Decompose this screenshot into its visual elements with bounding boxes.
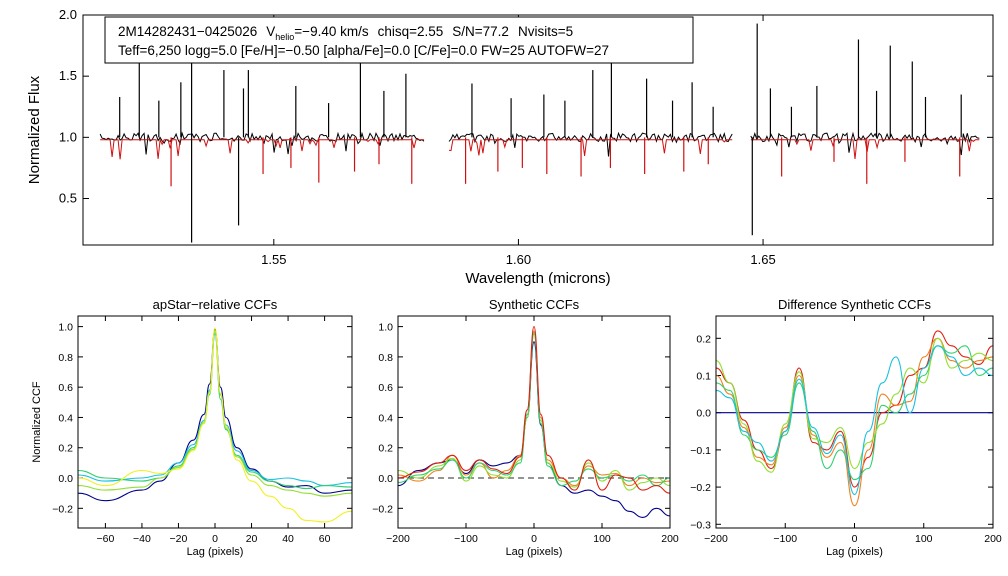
y-tick-label: 0.0 [378, 473, 393, 485]
x-tick-label: 1.60 [506, 252, 531, 267]
observed-spectrum-chip [448, 131, 733, 157]
ccf-curve-visit-1 [397, 341, 671, 518]
y-tick-label: 0.1 [696, 371, 711, 383]
annotation-line-2: Teff=6,250 logg=5.0 [Fe/H]=−0.50 [alpha/… [118, 43, 609, 58]
y-tick-label: −0.2 [372, 503, 393, 515]
snr-value: S/N=77.2 [452, 24, 509, 39]
x-tick-label: 100 [593, 533, 611, 545]
y-tick-label: 0.8 [58, 352, 73, 364]
ccf-curve-visit-5 [397, 326, 671, 494]
y-tick-label: 0.2 [378, 443, 393, 455]
plot-frame [397, 315, 671, 529]
x-tick-label: 100 [915, 533, 933, 545]
star-id: 2M14282431−0425026 [118, 24, 257, 39]
y-tick-label: 0.6 [58, 382, 73, 394]
spectrum-plot: 1.55 1.60 1.65 0.5 1.0 1.5 2.0 Wavelength (micr… [26, 7, 994, 287]
y-tick-label: 0.0 [58, 473, 73, 485]
plot-frame [77, 315, 353, 529]
y-tick-label: −0.2 [52, 503, 73, 515]
velocity-prefix: V [266, 24, 275, 39]
x-tick-label: 60 [319, 533, 331, 545]
y-tick-label: 0.2 [58, 443, 73, 455]
model-spectrum-chip [100, 137, 424, 160]
ccf-curve-visit-4 [715, 337, 994, 473]
x-tick-label: 0 [212, 533, 218, 545]
x-tick-label: 200 [661, 533, 679, 545]
x-tick-label: −200 [704, 533, 728, 545]
x-tick-label: −100 [454, 533, 478, 545]
x-tick-label: −60 [96, 533, 114, 545]
x-tick-label: −40 [133, 533, 151, 545]
x-axis-label: Lag (pixels) [187, 546, 244, 558]
y-tick-label: 0.6 [378, 382, 393, 394]
ccf-curve-visit-4 [77, 330, 353, 497]
plot-title: apStar−relative CCFs [153, 297, 278, 312]
x-tick-label: 200 [984, 533, 1002, 545]
ccf-curve-visit-3 [715, 345, 994, 481]
y-tick-label: 0.0 [696, 408, 711, 420]
x-tick-label: 40 [282, 533, 294, 545]
plot-frame [82, 14, 994, 246]
annotation-line-1: 2M14282431−0425026 Vhelio=−9.40 km/s chisq… [118, 24, 573, 42]
y-tick-label: 2.0 [59, 7, 77, 22]
x-tick-label: 0 [852, 533, 858, 545]
plot-title: Synthetic CCFs [489, 297, 580, 312]
stellar-parameters-box: 2M14282431−0425026 Vhelio=−9.40 km/s chisq… [104, 16, 694, 64]
annotation-frame [104, 16, 694, 64]
y-tick-label: 1.0 [59, 129, 77, 144]
plot-frame [715, 315, 994, 529]
ccf-curve-visit-5 [77, 327, 353, 523]
nvisits-value: Nvisits=5 [518, 24, 573, 39]
x-tick-label: 20 [246, 533, 258, 545]
x-axis-label: Wavelength (microns) [465, 270, 610, 287]
ccf-curve-visit-2 [77, 333, 353, 487]
y-tick-label: 0.5 [59, 191, 77, 206]
x-axis-label: Lag (pixels) [826, 546, 883, 558]
ccf-curve-visit-5 [715, 345, 994, 496]
y-axis-label: Normalized CCF [31, 381, 43, 463]
plot-title: Difference Synthetic CCFs [778, 297, 931, 312]
y-tick-label: 1.0 [58, 322, 73, 334]
x-tick-label: 0 [531, 533, 537, 545]
x-tick-label: 1.55 [261, 252, 286, 267]
y-tick-label: 0.2 [696, 333, 711, 345]
y-tick-label: 1.5 [59, 68, 77, 83]
x-tick-label: −100 [773, 533, 797, 545]
difference-ccf-plot: −200 −100 0 100 200 −0.3 −0.2 −0.1 0.0 0.1 0.2 Diff… [690, 297, 1002, 558]
observed-spectrum-chip [99, 131, 425, 155]
x-axis-label: Lag (pixels) [506, 546, 563, 558]
y-tick-label: 1.0 [378, 322, 393, 334]
velocity-subscript: helio [275, 32, 294, 42]
observed-spectrum-chip [750, 131, 980, 156]
chisq-value: chisq=2.55 [378, 24, 444, 39]
x-tick-label: −20 [170, 533, 188, 545]
ccf-curve-visit-1 [77, 329, 353, 502]
y-tick-label: 0.8 [378, 352, 393, 364]
x-tick-label: −200 [386, 533, 410, 545]
y-tick-label: −0.2 [690, 482, 711, 494]
model-spectrum-chip [750, 138, 980, 160]
y-tick-label: −0.3 [690, 519, 711, 531]
y-axis-label: Normalized Flux [26, 75, 43, 184]
model-spectrum-chip [448, 139, 733, 156]
y-tick-label: 0.4 [378, 412, 393, 424]
apstar-ccf-plot: −60 −40 −20 0 20 40 60 −0.2 0.0 0.2 0.4 0.6 0.8 1.0 ap… [31, 297, 353, 558]
ccf-curve-visit-3 [397, 333, 671, 491]
ccf-curve-visit-1 [715, 330, 994, 488]
x-tick-label: 1.65 [750, 252, 775, 267]
y-tick-label: −0.1 [690, 445, 711, 457]
ccf-curve-visit-3 [77, 332, 353, 490]
velocity-value: =−9.40 km/s [294, 24, 369, 39]
ccf-curve-visit-2 [715, 337, 994, 507]
y-tick-label: 0.4 [58, 412, 73, 424]
synthetic-ccf-plot: −200 −100 0 100 200 −0.2 0.0 0.2 0.4 0.6 0.8 1.0 Syn… [372, 297, 679, 558]
